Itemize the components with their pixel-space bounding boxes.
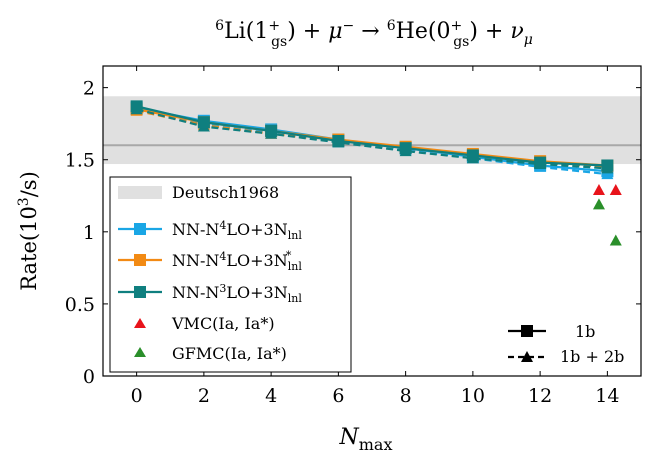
y-axis-label-suffix: /s) (17, 171, 41, 197)
legend-label-series-0: NN-N4LO+3Nlnl (172, 219, 302, 243)
x-tick-label: 4 (265, 385, 277, 407)
title-arrow: → (361, 19, 379, 44)
title-lhs-element: Li (224, 19, 246, 44)
x-tick-label: 8 (400, 385, 412, 407)
legend-label-vmc: VMC(Ia, Ia*) (171, 314, 275, 333)
chart-title: 6Li(1+ gs) + μ− → 6He(0+ gs) + νμ (215, 18, 533, 50)
x-axis-label: Nmax (339, 425, 393, 454)
legend-marker-vmc (134, 318, 146, 328)
series-point-1b-2 (534, 156, 547, 169)
series-line-1b-2 (136, 105, 608, 167)
title-lhs-state-sup: + (268, 18, 280, 34)
x-tick-label: 6 (332, 385, 344, 407)
series-point-1b-2 (130, 100, 143, 113)
points-layer (592, 184, 622, 246)
marker-gfmc (609, 234, 622, 246)
legend-swatch-series-2 (118, 286, 162, 298)
legend-label-band: Deutsch1968 (172, 183, 279, 202)
title-rhs-mass: 6 (387, 18, 396, 34)
x-axis-label-sub: max (359, 435, 393, 454)
legend-swatch-series-0 (118, 223, 162, 235)
series-point-1b-2 (466, 149, 479, 162)
title-muon-sup: − (343, 18, 355, 34)
legend-label-series-2: NN-N3LO+3Nlnl (172, 282, 302, 306)
x-tick-label: 10 (461, 385, 485, 407)
legend-marker-gfmc (134, 347, 146, 357)
series-point-1b-2 (197, 116, 210, 129)
legend-label-series-1: NN-N4LO+3Nlnl* (172, 249, 302, 273)
legend-swatch-series-1 (118, 254, 162, 266)
legend-swatch-marker (134, 286, 146, 298)
y-tick-label: 0.5 (65, 294, 95, 316)
series-line-1b2b-0 (136, 108, 608, 176)
x-tick-label: 14 (595, 385, 619, 407)
y-tick-label: 1 (83, 222, 95, 244)
legend-style-label-1b2b: 1b + 2b (560, 347, 624, 366)
series-line-1b2b-2 (136, 108, 608, 170)
legend-main: Deutsch1968 NN-N4LO+3Nlnl NN-N4LO+3Nlnl*… (109, 176, 352, 373)
legend-swatch-marker (134, 223, 146, 235)
y-tick-label: 2 (83, 78, 95, 100)
legend-swatch-marker (134, 254, 146, 266)
title-rhs-state-sup: + (450, 18, 462, 34)
title-plus-1: + (303, 19, 321, 44)
title-muon: μ (328, 19, 342, 44)
y-axis-label-prefix: Rate(10 (17, 206, 41, 291)
marker-gfmc (592, 198, 605, 210)
title-nu: ν (510, 19, 523, 44)
plot-frame (102, 65, 642, 377)
series-layer (130, 100, 614, 180)
y-tick-label: 1.5 (65, 150, 95, 172)
legend-band-swatch (118, 186, 162, 199)
title-rhs-state-sub: gs (453, 34, 469, 50)
legend-label-gfmc: GFMC(Ia, Ia*) (172, 344, 287, 363)
marker-vmc (609, 184, 622, 195)
x-axis-label-main: N (339, 425, 360, 450)
title-lhs-state: 1 (254, 19, 268, 44)
legend-style-marker-square (521, 325, 533, 337)
y-axis-label-sup: 3 (16, 197, 32, 206)
title-plus-2: + (485, 19, 503, 44)
legend-style-marker-triangle (521, 351, 533, 362)
title-lhs-state-sub: gs (271, 34, 287, 50)
reference-band (103, 96, 641, 165)
marker-vmc (592, 184, 605, 195)
legend-style: 1b 1b + 2b (508, 322, 624, 366)
title-rhs-element: He (396, 19, 428, 44)
title-rhs-state: 0 (436, 19, 450, 44)
reference-band-layer (103, 96, 641, 165)
title-lhs-mass: 6 (215, 18, 224, 34)
x-tick-label: 0 (131, 385, 143, 407)
series-point-1b-2 (601, 159, 614, 172)
series-point-1b-2 (332, 134, 345, 147)
y-tick-label: 0 (83, 366, 95, 388)
x-tick-label: 12 (528, 385, 552, 407)
x-tick-label: 2 (198, 385, 210, 407)
ticks-layer: 0 2 4 6 8 10 12 14 0 0.5 1 1.5 2 (65, 66, 641, 407)
title-nu-sub: μ (524, 32, 533, 48)
series-point-1b-2 (265, 124, 278, 137)
y-axis-label: Rate(103/s) (16, 171, 41, 291)
legend-style-label-1b: 1b (575, 322, 595, 341)
series-point-1b-2 (399, 142, 412, 155)
series-line-1b2b-1 (136, 109, 608, 169)
